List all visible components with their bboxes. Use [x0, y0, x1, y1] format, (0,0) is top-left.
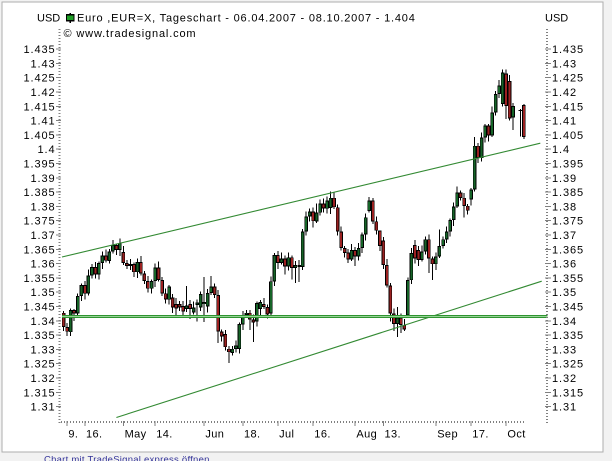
svg-text:1.36: 1.36	[30, 259, 55, 271]
svg-text:1.405: 1.405	[552, 130, 584, 142]
svg-text:1.345: 1.345	[552, 302, 584, 314]
svg-text:1.36: 1.36	[552, 259, 577, 271]
svg-text:Sep: Sep	[437, 428, 458, 440]
svg-text:9.: 9.	[68, 428, 78, 440]
svg-text:1.355: 1.355	[552, 273, 584, 285]
svg-text:1.415: 1.415	[552, 101, 584, 113]
svg-text:1.375: 1.375	[23, 216, 55, 228]
svg-text:1.38: 1.38	[30, 201, 55, 213]
svg-text:17.: 17.	[472, 428, 489, 440]
svg-text:1.315: 1.315	[23, 387, 55, 399]
svg-text:Chart mit TradeSignal express: Chart mit TradeSignal express öffnen	[44, 454, 210, 461]
svg-text:1.31: 1.31	[30, 402, 55, 414]
svg-text:1.395: 1.395	[23, 159, 55, 171]
svg-text:Jun: Jun	[205, 428, 224, 440]
svg-text:1.365: 1.365	[552, 244, 584, 256]
svg-text:1.385: 1.385	[552, 187, 584, 199]
svg-text:13.: 13.	[385, 428, 402, 440]
svg-text:1.32: 1.32	[30, 373, 55, 385]
svg-text:1.35: 1.35	[552, 287, 577, 299]
svg-text:1.325: 1.325	[552, 359, 584, 371]
svg-text:1.325: 1.325	[23, 359, 55, 371]
svg-text:1.42: 1.42	[30, 87, 55, 99]
svg-text:1.315: 1.315	[552, 387, 584, 399]
svg-text:May: May	[125, 428, 147, 440]
svg-text:1.32: 1.32	[552, 373, 577, 385]
svg-text:1.395: 1.395	[552, 159, 584, 171]
svg-text:18.: 18.	[244, 428, 261, 440]
svg-text:1.35: 1.35	[30, 287, 55, 299]
svg-text:14.: 14.	[156, 428, 173, 440]
svg-text:1.4: 1.4	[552, 144, 570, 156]
svg-text:1.405: 1.405	[23, 130, 55, 142]
svg-text:1.43: 1.43	[30, 58, 55, 70]
svg-text:USD: USD	[545, 13, 568, 25]
svg-text:1.33: 1.33	[552, 344, 577, 356]
svg-text:1.33: 1.33	[30, 344, 55, 356]
svg-text:1.39: 1.39	[30, 173, 55, 185]
svg-text:1.435: 1.435	[552, 44, 584, 56]
svg-text:1.38: 1.38	[552, 201, 577, 213]
svg-text:1.415: 1.415	[23, 101, 55, 113]
svg-text:1.335: 1.335	[23, 330, 55, 342]
svg-text:1.41: 1.41	[552, 116, 577, 128]
svg-text:1.335: 1.335	[552, 330, 584, 342]
svg-text:1.425: 1.425	[23, 73, 55, 85]
svg-text:1.37: 1.37	[30, 230, 55, 242]
svg-text:1.385: 1.385	[23, 187, 55, 199]
svg-text:1.435: 1.435	[23, 44, 55, 56]
svg-text:Aug: Aug	[356, 428, 377, 440]
svg-text:1.41: 1.41	[30, 116, 55, 128]
svg-text:1.42: 1.42	[552, 87, 577, 99]
svg-text:1.4: 1.4	[38, 144, 56, 156]
svg-text:1.39: 1.39	[552, 173, 577, 185]
svg-text:1.365: 1.365	[23, 244, 55, 256]
svg-text:USD: USD	[37, 13, 60, 25]
svg-text:1.34: 1.34	[552, 316, 577, 328]
svg-text:Oct: Oct	[507, 428, 525, 440]
svg-text:1.34: 1.34	[30, 316, 55, 328]
svg-text:1.375: 1.375	[552, 216, 584, 228]
svg-text:1.425: 1.425	[552, 73, 584, 85]
svg-text:16.: 16.	[314, 428, 331, 440]
svg-text:1.31: 1.31	[552, 402, 577, 414]
svg-text:1.345: 1.345	[23, 302, 55, 314]
svg-text:Jul: Jul	[279, 428, 294, 440]
svg-text:1.37: 1.37	[552, 230, 577, 242]
svg-text:© www.tradesignal.com: © www.tradesignal.com	[64, 28, 197, 40]
svg-text:1.43: 1.43	[552, 58, 577, 70]
svg-text:Euro ,EUR=X, Tageschart - 06.0: Euro ,EUR=X, Tageschart - 06.04.2007 - 0…	[77, 13, 416, 25]
svg-text:1.355: 1.355	[23, 273, 55, 285]
svg-text:16.: 16.	[86, 428, 103, 440]
